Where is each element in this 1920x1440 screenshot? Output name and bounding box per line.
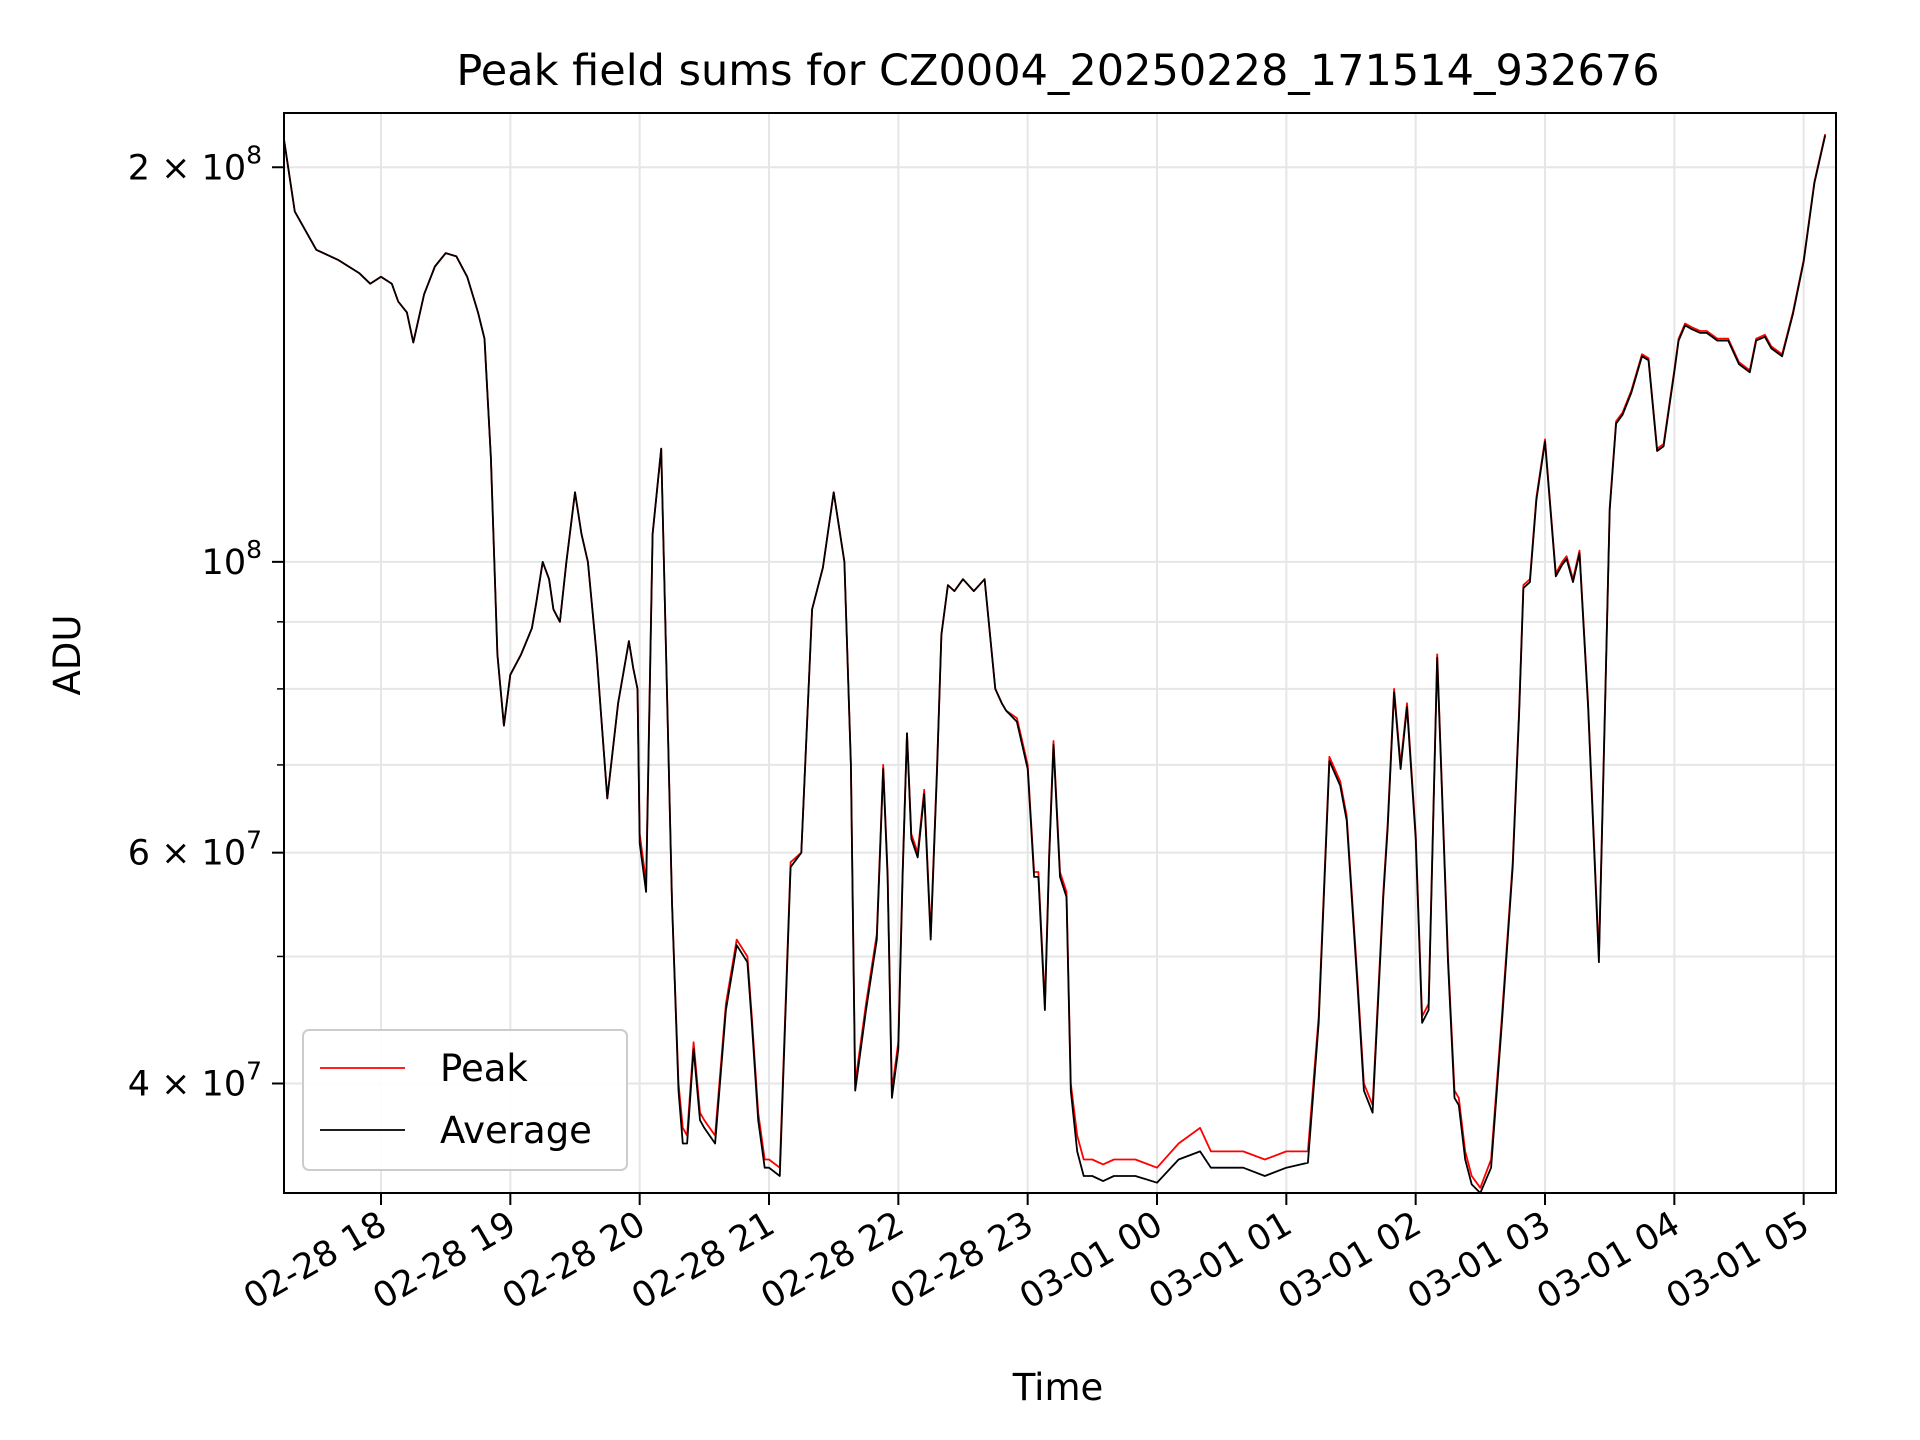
y-tick-label: 4 × 107 [128,1056,262,1104]
y-axis-label: ADU [46,615,89,696]
series-line-average [284,135,1827,1193]
legend-label-peak: Peak [440,1047,528,1090]
y-tick-label: 2 × 108 [128,140,262,188]
chart-title: Peak field sums for CZ0004_20250228_1715… [456,46,1659,96]
plot-area [284,133,1827,1193]
legend-box [302,1029,628,1171]
legend: Peak Average [302,1029,628,1171]
legend-label-average: Average [440,1109,592,1152]
x-axis-label: Time [1012,1366,1104,1409]
grid-lines [284,113,1836,1193]
y-tick-label: 6 × 107 [128,826,262,874]
plot-frame [283,112,1837,1194]
